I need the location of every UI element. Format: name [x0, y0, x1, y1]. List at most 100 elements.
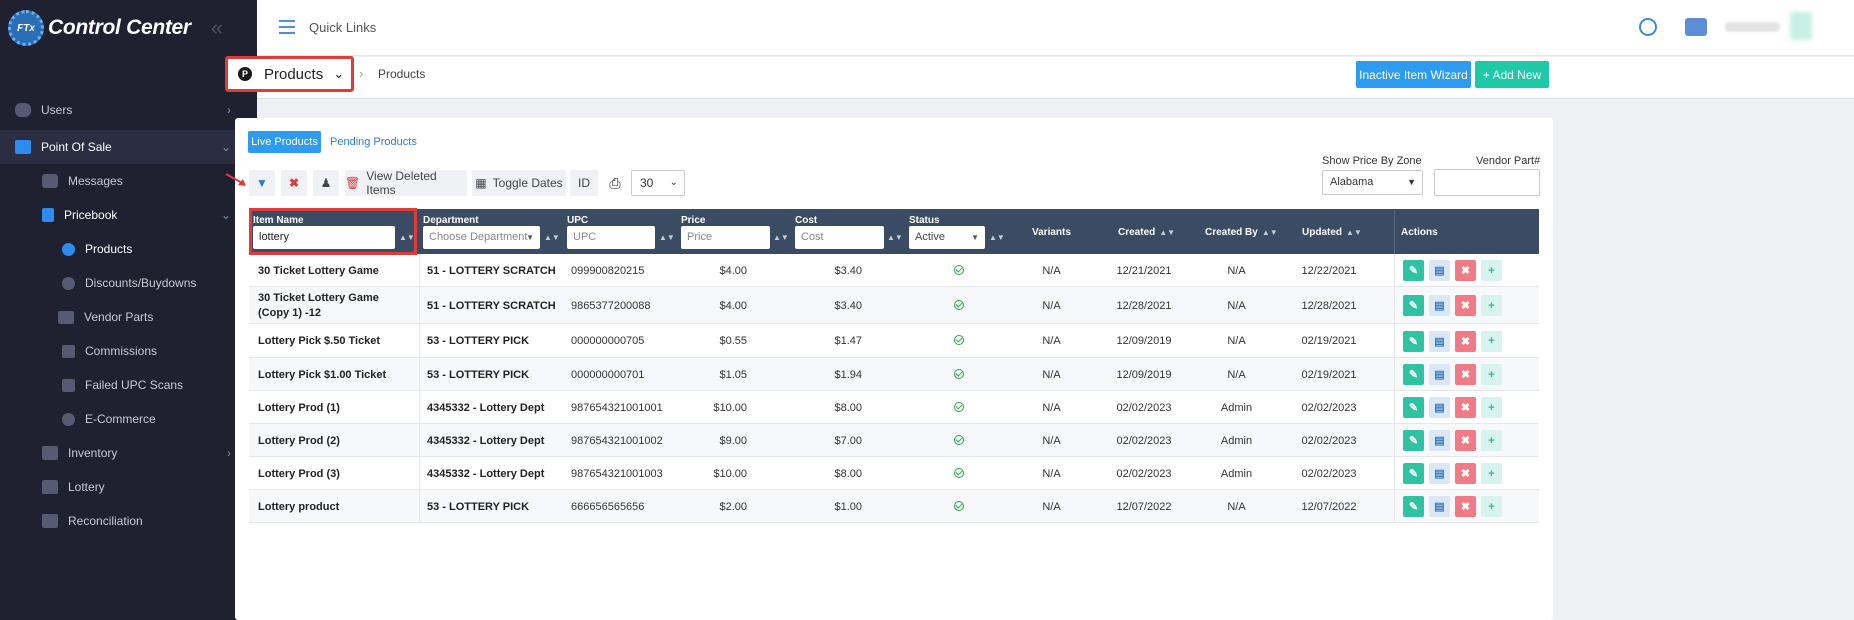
add-button[interactable]: + [1481, 463, 1502, 484]
sidebar-item-failed-upc-scans[interactable]: Failed UPC Scans [0, 368, 257, 402]
details-button[interactable]: ▤ [1429, 430, 1450, 451]
delete-button[interactable]: ✖ [1455, 463, 1476, 484]
details-button[interactable]: ▤ [1429, 496, 1450, 517]
sidebar-item-point-of-sale[interactable]: Point Of Sale ⌄ [0, 130, 257, 164]
delete-button[interactable]: ✖ [1455, 295, 1476, 316]
delete-icon: ✖ [1460, 300, 1471, 312]
price-zone-select[interactable]: Alabama ▼ [1322, 170, 1423, 195]
sort-icon[interactable]: ▲▼ [773, 233, 789, 242]
edit-button[interactable]: ✎ [1403, 260, 1424, 281]
cost-filter-input[interactable]: Cost [795, 226, 884, 249]
page-size-select[interactable]: 30 ⌄ [631, 170, 685, 196]
sidebar-item-discounts[interactable]: Discounts/Buydowns [0, 266, 257, 300]
document-icon: ▤ [1434, 265, 1445, 277]
edit-button[interactable]: ✎ [1403, 364, 1424, 385]
edit-button[interactable]: ✎ [1403, 330, 1424, 352]
sidebar-item-products[interactable]: Products [0, 232, 257, 266]
toggle-dates-button[interactable]: ▦ Toggle Dates [472, 170, 566, 196]
sidebar-item-inventory[interactable]: Inventory › [0, 436, 257, 470]
filter-button[interactable]: ▼ [249, 170, 275, 196]
chat-icon[interactable] [1685, 18, 1707, 36]
edit-button[interactable]: ✎ [1403, 430, 1424, 451]
inactive-item-wizard-button[interactable]: Inactive Item Wizard [1356, 61, 1471, 88]
price-filter-input[interactable]: Price [681, 226, 770, 249]
print-button[interactable]: ⎙ [603, 170, 627, 196]
table-row[interactable]: Lottery Pick $.50 Ticket 53 - LOTTERY PIC… [249, 324, 1539, 358]
status-filter-select[interactable]: Active ▼ [909, 226, 985, 249]
sidebar-item-messages[interactable]: Messages [0, 164, 257, 198]
edit-button[interactable]: ✎ [1403, 463, 1424, 484]
sidebar-item-users[interactable]: Users › [0, 90, 257, 130]
details-button[interactable]: ▤ [1429, 364, 1450, 385]
sort-icon[interactable]: ▲▼ [544, 233, 560, 242]
edit-button[interactable]: ✎ [1403, 397, 1424, 418]
page-header [257, 57, 1854, 99]
sort-icon[interactable]: ▲▼ [887, 233, 903, 242]
details-button[interactable]: ▤ [1429, 397, 1450, 418]
messages-icon [42, 174, 58, 188]
chevron-right-icon: › [227, 446, 231, 460]
delete-button[interactable]: ✖ [1455, 430, 1476, 451]
cell-updated-date: 12/22/2021 [1301, 264, 1357, 277]
add-button[interactable]: + [1481, 295, 1502, 316]
details-button[interactable]: ▤ [1429, 260, 1450, 281]
tab-pending-products[interactable]: Pending Products [330, 136, 417, 148]
sort-icon[interactable]: ▲▼ [659, 233, 675, 242]
id-button[interactable]: ID [570, 170, 598, 196]
header-created[interactable]: Created ▲▼ [1118, 227, 1175, 238]
header-updated[interactable]: Updated ▲▼ [1302, 227, 1362, 238]
add-button[interactable]: + [1481, 260, 1502, 281]
add-button[interactable]: + [1481, 330, 1502, 352]
add-button[interactable]: + [1481, 397, 1502, 418]
edit-button[interactable]: ✎ [1403, 496, 1424, 517]
table-row[interactable]: 30 Ticket Lottery Game 51 - LOTTERY SCRAT… [249, 254, 1539, 287]
edit-button[interactable]: ✎ [1403, 295, 1424, 316]
column-divider [1394, 391, 1395, 424]
user-filter-button[interactable]: ♟ [313, 170, 339, 196]
collapse-sidebar-icon[interactable]: « [210, 15, 224, 40]
view-deleted-items-button[interactable]: 🗑 View Deleted Items [345, 169, 467, 197]
department-filter-select[interactable]: Choose Department ▼ [423, 226, 540, 249]
sidebar-item-label: Reconciliation [68, 514, 143, 528]
item-name-filter-input[interactable]: lottery [253, 226, 395, 249]
delete-button[interactable]: ✖ [1455, 397, 1476, 418]
sidebar-item-commissions[interactable]: Commissions [0, 334, 257, 368]
tab-live-products[interactable]: Live Products [248, 131, 321, 153]
table-row[interactable]: 30 Ticket Lottery Game (Copy 1) -12 51 - … [249, 287, 1539, 324]
table-row[interactable]: Lottery Prod (1) 4345332 - Lottery Dept 98… [249, 391, 1539, 424]
details-button[interactable]: ▤ [1429, 463, 1450, 484]
add-button[interactable]: + [1481, 496, 1502, 517]
table-row[interactable]: Lottery Prod (3) 4345332 - Lottery Dept 98… [249, 457, 1539, 490]
sidebar-item-lottery[interactable]: Lottery [0, 470, 257, 504]
clear-filters-button[interactable]: ✖ [281, 170, 307, 196]
avatar[interactable] [1790, 12, 1812, 40]
table-row[interactable]: Lottery product 53 - LOTTERY PICK 66665656… [249, 490, 1539, 523]
details-button[interactable]: ▤ [1429, 330, 1450, 352]
sidebar-item-pricebook[interactable]: Pricebook ⌄ [0, 198, 257, 232]
header-created-by[interactable]: Created By ▲▼ [1205, 227, 1278, 238]
add-button[interactable]: + [1481, 430, 1502, 451]
search-icon[interactable] [1639, 18, 1657, 36]
delete-button[interactable]: ✖ [1455, 330, 1476, 352]
delete-button[interactable]: ✖ [1455, 496, 1476, 517]
user-name[interactable] [1725, 22, 1780, 32]
add-button[interactable]: + [1481, 364, 1502, 385]
sidebar-item-label: Messages [68, 174, 123, 188]
quick-links[interactable]: Quick Links [309, 20, 377, 35]
module-dropdown[interactable]: P Products ⌄ [225, 56, 354, 92]
add-new-button[interactable]: + Add New [1475, 61, 1549, 88]
cell-product-name: Lottery Prod (1) [258, 401, 340, 414]
delete-button[interactable]: ✖ [1455, 364, 1476, 385]
upc-filter-input[interactable]: UPC [567, 226, 655, 249]
delete-button[interactable]: ✖ [1455, 260, 1476, 281]
sidebar-item-vendor-parts[interactable]: Vendor Parts [0, 300, 257, 334]
sidebar-item-reconciliation[interactable]: Reconciliation [0, 504, 257, 538]
vendor-part-input[interactable] [1434, 169, 1540, 196]
details-button[interactable]: ▤ [1429, 295, 1450, 316]
menu-icon[interactable] [279, 20, 295, 34]
table-row[interactable]: Lottery Pick $1.00 Ticket 53 - LOTTERY PI… [249, 358, 1539, 391]
sidebar-item-ecommerce[interactable]: E-Commerce [0, 402, 257, 436]
sort-icon[interactable]: ▲▼ [989, 233, 1005, 242]
sort-icon[interactable]: ▲▼ [399, 233, 415, 242]
table-row[interactable]: Lottery Prod (2) 4345332 - Lottery Dept 98… [249, 424, 1539, 457]
